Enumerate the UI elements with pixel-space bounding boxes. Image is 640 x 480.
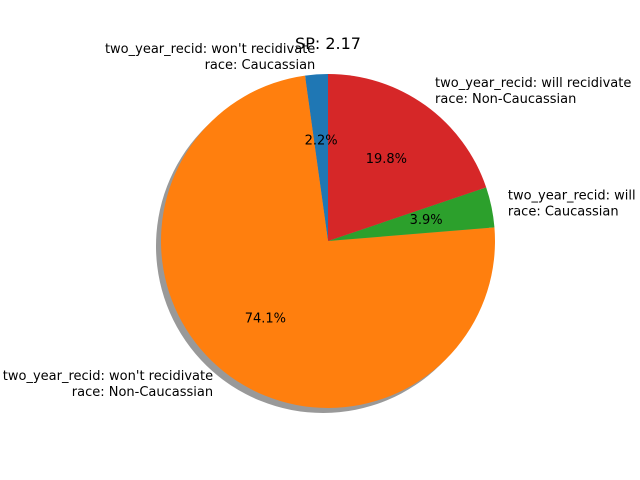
- pie-slices: [160, 74, 495, 408]
- percent-label: 2.2%: [305, 134, 338, 149]
- slice-label: race: Caucassian: [508, 204, 619, 219]
- pie-slice: [304, 74, 328, 241]
- percent-labels: 2.2% 74.1% 3.9% 19.8%: [245, 134, 443, 327]
- pie-slice: [328, 74, 487, 241]
- percent-label: 74.1%: [245, 312, 286, 327]
- pie-slice: [328, 187, 495, 241]
- slice-label: two_year_recid: will recidivate: [435, 76, 631, 91]
- percent-label: 3.9%: [410, 213, 443, 228]
- chart-title: SP: 2.17: [295, 34, 361, 53]
- slice-label: two_year_recid: won't recidivate: [105, 42, 315, 57]
- pie-slice: [160, 75, 495, 408]
- slice-label: race: Non-Caucassian: [72, 385, 213, 400]
- slice-label: race: Caucassian: [205, 58, 316, 73]
- slice-label: two_year_recid: won't recidivate: [3, 369, 213, 384]
- slice-label: race: Non-Caucassian: [435, 92, 576, 107]
- slice-label: two_year_recid: will recidivate: [508, 188, 640, 203]
- percent-label: 19.8%: [366, 152, 407, 167]
